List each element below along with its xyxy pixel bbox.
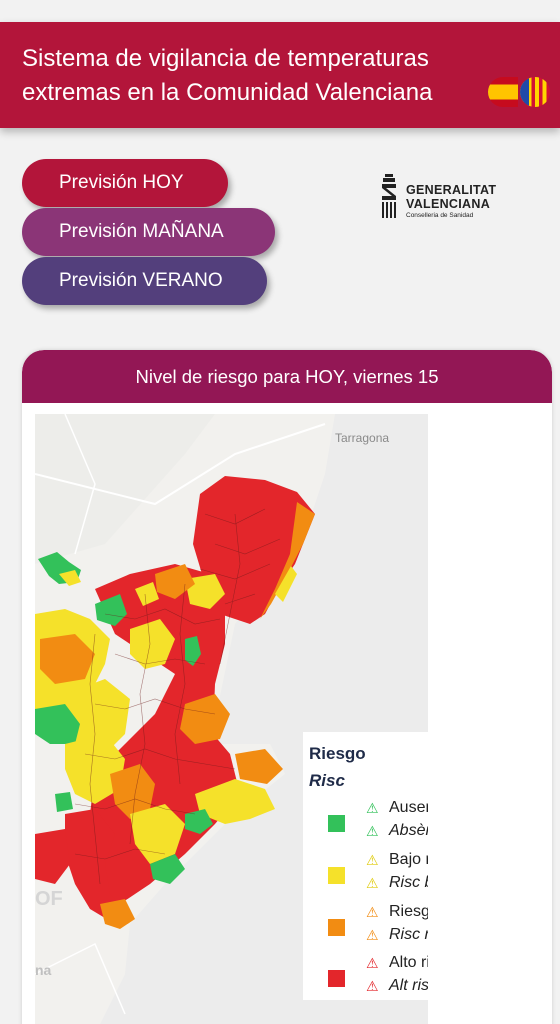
risk-map[interactable]: Tarragona OF na Riesgo Risc ⚠ Ausencia d… — [35, 414, 428, 1024]
logo-line2: VALENCIANA — [406, 197, 491, 211]
warning-triangle-icon: ⚠ — [366, 852, 379, 868]
logo-line1: GENERALITAT — [406, 183, 497, 197]
flag-va-icon[interactable] — [520, 77, 550, 107]
legend-label-es: Alto riesgo — [389, 954, 428, 971]
legend-swatch-yellow — [328, 867, 345, 884]
app-title-line2: extremas en la Comunidad Valenciana — [22, 79, 433, 106]
legend-swatch-red — [328, 970, 345, 987]
legend-label-es: Ausencia de riesgo — [389, 799, 428, 816]
app-title: Sistema de vigilancia de temperaturas ex… — [22, 42, 492, 110]
legend-label-va: Risc mitjà — [389, 926, 428, 943]
region-map-svg — [35, 414, 428, 1024]
city-label-tarragona: Tarragona — [335, 431, 390, 445]
map-label-fragment-na: na — [35, 962, 52, 978]
legend-label-es: Riesgo medio — [389, 903, 428, 920]
prevision-manana-button[interactable]: Previsión MAÑANA — [22, 208, 275, 256]
prevision-verano-button[interactable]: Previsión VERANO — [22, 257, 267, 305]
map-legend: Riesgo Risc ⚠ Ausencia de riesgo ⚠ Absèn… — [303, 732, 428, 1000]
generalitat-logo: GENERALITAT VALENCIANA Conselleria de Sa… — [380, 174, 510, 224]
legend-label-va: Risc baix — [389, 874, 428, 891]
card-title: Nivel de riesgo para HOY, viernes 15 — [22, 350, 552, 403]
warning-triangle-icon: ⚠ — [366, 875, 379, 891]
gva-crest-icon — [382, 174, 396, 218]
legend-item-bajo: ⚠ Bajo riesgo ⚠ Risc baix — [303, 850, 428, 896]
warning-triangle-icon: ⚠ — [366, 800, 379, 816]
legend-label-es: Bajo riesgo — [389, 851, 428, 868]
app-title-line1: Sistema de vigilancia de temperaturas — [22, 45, 429, 72]
warning-triangle-icon: ⚠ — [366, 823, 379, 839]
logo-line3: Conselleria de Sanidad — [406, 212, 474, 219]
warning-triangle-icon: ⚠ — [366, 978, 379, 994]
flag-es-icon[interactable] — [488, 77, 518, 107]
warning-triangle-icon: ⚠ — [366, 927, 379, 943]
legend-swatch-green — [328, 815, 345, 832]
legend-item-ausencia: ⚠ Ausencia de riesgo ⚠ Absència de risc — [303, 798, 428, 844]
map-label-fragment-of: OF — [35, 888, 63, 910]
warning-triangle-icon: ⚠ — [366, 904, 379, 920]
legend-label-va: Absència de risc — [389, 822, 428, 839]
legend-item-alto: ⚠ Alto riesgo ⚠ Alt risc — [303, 953, 428, 999]
app-header: Sistema de vigilancia de temperaturas ex… — [0, 22, 560, 128]
legend-title-va: Risc — [309, 771, 345, 790]
legend-swatch-orange — [328, 919, 345, 936]
legend-title-es: Riesgo — [309, 744, 366, 763]
legend-label-va: Alt risc — [389, 977, 428, 994]
warning-triangle-icon: ⚠ — [366, 955, 379, 971]
legend-item-medio: ⚠ Riesgo medio ⚠ Risc mitjà — [303, 902, 428, 948]
prevision-hoy-button[interactable]: Previsión HOY — [22, 159, 228, 207]
risk-map-card: Nivel de riesgo para HOY, viernes 15 — [22, 350, 552, 1024]
